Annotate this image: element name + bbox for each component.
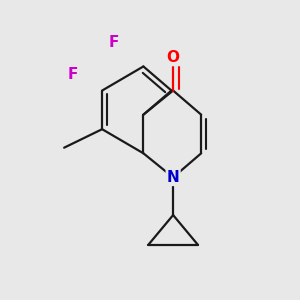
Text: F: F xyxy=(67,67,78,82)
Text: O: O xyxy=(167,50,180,65)
Text: F: F xyxy=(109,34,119,50)
Text: N: N xyxy=(167,170,179,185)
